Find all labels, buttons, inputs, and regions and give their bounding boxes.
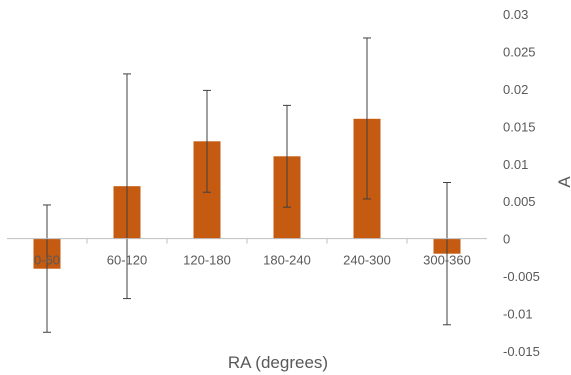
y-tick-label: -0.01: [503, 307, 533, 322]
y-tick-label: -0.005: [503, 269, 540, 284]
x-tick-label: 300-360: [423, 253, 471, 268]
y-tick-label: 0.005: [503, 194, 536, 209]
bars-layer: [33, 118, 461, 269]
x-tick-label: 0-60: [34, 253, 60, 268]
x-tick-label: 180-240: [263, 253, 311, 268]
y-tick-label: -0.015: [503, 344, 540, 359]
y-tick-label: 0: [503, 232, 510, 247]
y-tick-label: 0.02: [503, 82, 528, 97]
x-tick-label: 60-120: [107, 253, 147, 268]
y-tick-label: 0.01: [503, 157, 528, 172]
x-axis-title: RA (degrees): [228, 353, 328, 372]
x-tick-label: 120-180: [183, 253, 231, 268]
y-tick-label: 0.025: [503, 44, 536, 59]
y-tick-label: 0.015: [503, 119, 536, 134]
x-tick-label: 240-300: [343, 253, 391, 268]
x-tick-labels: 0-60 60-120 120-180 180-240 240-300 300-360: [34, 253, 471, 268]
y-tick-label: 0.03: [503, 7, 528, 22]
y-tick-labels: -0.015 -0.01 -0.005 0 0.005 0.01 0.015 0.02 0.02…: [503, 7, 540, 359]
error-bars-layer: [43, 37, 451, 333]
y-axis-title: A: [555, 176, 571, 188]
